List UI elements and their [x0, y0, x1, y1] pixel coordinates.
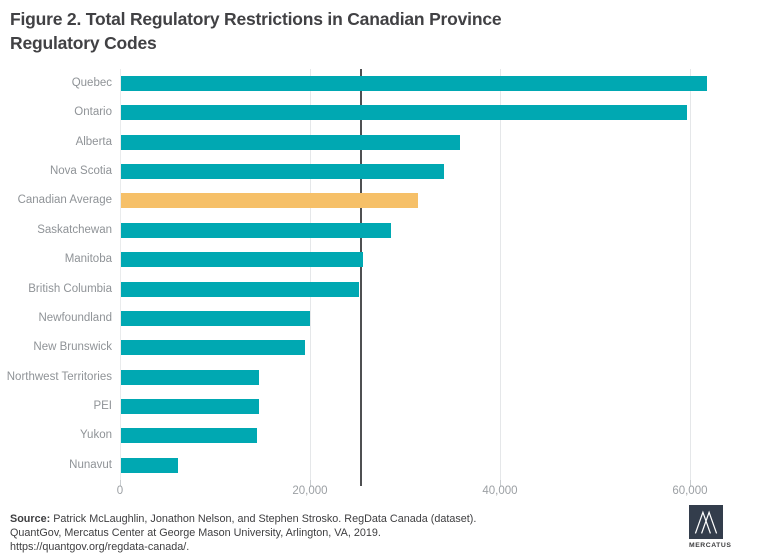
bar — [121, 164, 444, 180]
mercatus-m-icon — [694, 510, 718, 534]
plot-area — [120, 69, 745, 486]
category-label: Ontario — [74, 106, 112, 119]
mercatus-logo-icon — [689, 505, 723, 539]
bar-row-yukon: Yukon — [0, 421, 768, 450]
bar — [121, 340, 306, 356]
bar-row-quebec: Quebec — [0, 69, 768, 98]
category-label: Quebec — [71, 77, 112, 89]
mercatus-logo: MERCATUS — [689, 505, 739, 549]
bar — [121, 252, 364, 268]
bar — [121, 105, 688, 121]
gridline-20000 — [309, 69, 311, 480]
source-label: Source: — [10, 513, 51, 525]
category-label: Nunavut — [69, 458, 112, 471]
mercatus-logo-word: MERCATUS — [689, 542, 732, 549]
bar-row-saskatchewan: Saskatchewan — [0, 216, 768, 245]
x-tick-label-0: 0 — [116, 485, 124, 497]
gridline-40000 — [499, 69, 501, 480]
chart-title-line2: Regulatory Codes — [10, 33, 157, 53]
gridline-0 — [120, 69, 121, 480]
chart-title: Figure 2. Total Regulatory Restrictions … — [10, 7, 650, 55]
category-label: Alberta — [75, 135, 112, 148]
x-tickmark-20000 — [309, 480, 311, 486]
bar-row-northwest-territories: Northwest Territories — [0, 363, 768, 392]
bar — [121, 428, 257, 444]
bar — [121, 222, 391, 238]
bar-row-new-brunswick: New Brunswick — [0, 333, 768, 362]
bar — [121, 369, 260, 385]
bar — [121, 457, 178, 473]
category-label: Manitoba — [64, 253, 112, 266]
bar-row-nova-scotia: Nova Scotia — [0, 157, 768, 186]
bar — [121, 134, 461, 150]
bar — [121, 398, 259, 414]
bar-row-newfoundland: Newfoundland — [0, 304, 768, 333]
x-tick-label-60000: 60,000 — [672, 485, 708, 497]
category-label: PEI — [93, 399, 112, 412]
bar-row-pei: PEI — [0, 392, 768, 421]
bar — [121, 310, 311, 326]
bar-row-canadian-average: Canadian Average — [0, 186, 768, 215]
category-label: New Brunswick — [33, 341, 112, 354]
chart-title-line1: Figure 2. Total Regulatory Restrictions … — [10, 9, 502, 29]
category-label: Yukon — [80, 429, 112, 442]
source-note: Source: Patrick McLaughlin, Jonathon Nel… — [10, 513, 570, 554]
source-line2: QuantGov, Mercatus Center at George Maso… — [10, 526, 381, 539]
bar-row-nunavut: Nunavut — [0, 451, 768, 480]
bar — [121, 76, 708, 91]
bar-row-ontario: Ontario — [0, 98, 768, 127]
gridline-60000 — [689, 69, 691, 480]
category-label: Saskatchewan — [37, 223, 112, 236]
category-label: Nova Scotia — [49, 165, 112, 178]
x-tickmark-60000 — [689, 480, 691, 486]
bar-highlight — [121, 193, 419, 209]
x-tickmark-0 — [120, 480, 121, 486]
bar-row-manitoba: Manitoba — [0, 245, 768, 274]
bar — [121, 281, 360, 297]
source-line1: Patrick McLaughlin, Jonathon Nelson, and… — [53, 513, 477, 525]
bar-row-british-columbia: British Columbia — [0, 275, 768, 304]
category-label: Canadian Average — [17, 194, 112, 207]
x-tick-label-40000: 40,000 — [482, 485, 518, 497]
x-tickmark-40000 — [499, 480, 501, 486]
reference-line — [360, 69, 363, 486]
category-label: British Columbia — [28, 282, 112, 295]
source-line3: https://quantgov.org/regdata-canada/. — [10, 540, 190, 553]
category-label: Northwest Territories — [6, 370, 112, 383]
bar-row-alberta: Alberta — [0, 128, 768, 157]
x-tick-label-20000: 20,000 — [292, 485, 328, 497]
category-label: Newfoundland — [38, 311, 112, 324]
